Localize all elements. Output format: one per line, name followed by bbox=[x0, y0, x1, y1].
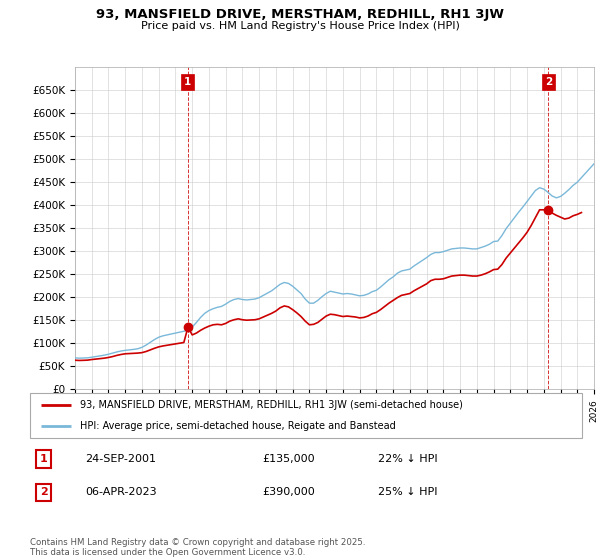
Text: 06-APR-2023: 06-APR-2023 bbox=[85, 487, 157, 497]
Text: 1: 1 bbox=[40, 454, 47, 464]
Text: Contains HM Land Registry data © Crown copyright and database right 2025.
This d: Contains HM Land Registry data © Crown c… bbox=[30, 538, 365, 557]
Text: 93, MANSFIELD DRIVE, MERSTHAM, REDHILL, RH1 3JW (semi-detached house): 93, MANSFIELD DRIVE, MERSTHAM, REDHILL, … bbox=[80, 400, 463, 410]
Text: 1: 1 bbox=[184, 77, 191, 87]
Text: £135,000: £135,000 bbox=[262, 454, 314, 464]
Text: 25% ↓ HPI: 25% ↓ HPI bbox=[378, 487, 437, 497]
Text: 2: 2 bbox=[40, 487, 47, 497]
FancyBboxPatch shape bbox=[30, 393, 582, 438]
Text: 22% ↓ HPI: 22% ↓ HPI bbox=[378, 454, 437, 464]
Text: 93, MANSFIELD DRIVE, MERSTHAM, REDHILL, RH1 3JW: 93, MANSFIELD DRIVE, MERSTHAM, REDHILL, … bbox=[96, 8, 504, 21]
Text: HPI: Average price, semi-detached house, Reigate and Banstead: HPI: Average price, semi-detached house,… bbox=[80, 421, 395, 431]
Text: Price paid vs. HM Land Registry's House Price Index (HPI): Price paid vs. HM Land Registry's House … bbox=[140, 21, 460, 31]
Text: £390,000: £390,000 bbox=[262, 487, 314, 497]
Text: 2: 2 bbox=[545, 77, 552, 87]
Text: 24-SEP-2001: 24-SEP-2001 bbox=[85, 454, 156, 464]
